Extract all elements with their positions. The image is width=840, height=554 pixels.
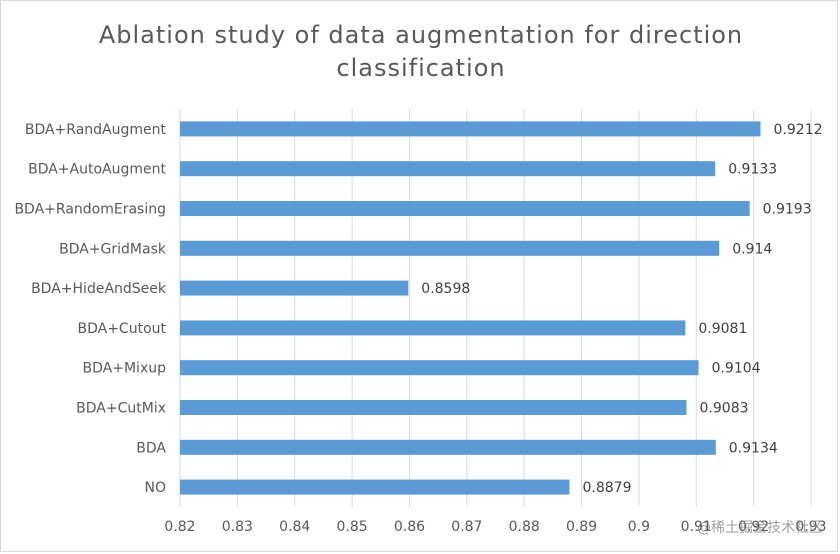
data-label: 0.9212 bbox=[774, 122, 823, 138]
data-label: 0.9083 bbox=[700, 401, 749, 417]
bar bbox=[180, 121, 761, 137]
data-label: 0.9134 bbox=[729, 440, 778, 456]
bar bbox=[180, 240, 720, 256]
bar bbox=[180, 280, 409, 296]
category-label: BDA+AutoAugment bbox=[28, 162, 166, 178]
bar bbox=[180, 439, 716, 455]
category-labels: BDA+RandAugment BDA+AutoAugment BDA+Random… bbox=[14, 122, 166, 496]
x-tick-label: 0.88 bbox=[509, 519, 540, 535]
chart-title: Ablation study of data augmentation for … bbox=[99, 21, 743, 82]
data-label: 0.9081 bbox=[698, 321, 747, 337]
x-tick-label: 0.86 bbox=[394, 519, 425, 535]
data-labels: 0.9212 0.9133 0.9193 0.914 0.8598 0.9081 0.910… bbox=[421, 122, 822, 496]
category-label: BDA+GridMask bbox=[59, 241, 167, 257]
category-label: BDA+Cutout bbox=[77, 321, 166, 337]
chart-title-line-1: Ablation study of data augmentation for … bbox=[99, 21, 743, 49]
data-label: 0.8879 bbox=[582, 480, 631, 496]
category-label: BDA+RandomErasing bbox=[14, 202, 166, 218]
data-label: 0.9104 bbox=[712, 361, 761, 377]
bar bbox=[180, 161, 716, 177]
x-tick-label: 0.84 bbox=[279, 519, 310, 535]
category-label: BDA+Mixup bbox=[83, 361, 167, 377]
category-label: BDA+CutMix bbox=[76, 401, 166, 417]
category-label: BDA+RandAugment bbox=[25, 122, 167, 138]
x-tick-label: 0.92 bbox=[738, 519, 769, 535]
bars bbox=[180, 121, 761, 495]
bar bbox=[180, 201, 750, 216]
category-label: BDA+HideAndSeek bbox=[31, 281, 167, 297]
x-tick-label: 0.83 bbox=[222, 519, 253, 535]
x-tick-label: 0.82 bbox=[164, 519, 195, 535]
x-tick-label: 0.9 bbox=[628, 519, 650, 535]
category-label: BDA bbox=[136, 440, 166, 456]
bar bbox=[180, 360, 699, 376]
bar bbox=[180, 400, 687, 415]
watermark-text: @稀土掘金技术社区 bbox=[697, 520, 823, 536]
bar bbox=[180, 320, 686, 336]
x-tick-label: 0.91 bbox=[681, 519, 712, 535]
category-label: NO bbox=[145, 480, 167, 496]
bar bbox=[180, 479, 570, 495]
data-label: 0.914 bbox=[732, 241, 772, 257]
x-tick-label: 0.87 bbox=[451, 519, 482, 535]
data-label: 0.8598 bbox=[421, 281, 470, 297]
chart-title-line-2: classification bbox=[336, 54, 505, 82]
x-tick-label: 0.85 bbox=[337, 519, 368, 535]
x-tick-label: 0.93 bbox=[795, 519, 826, 535]
data-label: 0.9193 bbox=[763, 202, 812, 218]
x-tick-label: 0.89 bbox=[566, 519, 597, 535]
data-label: 0.9133 bbox=[728, 162, 777, 178]
x-axis-tick-labels: 0.82 0.83 0.84 0.85 0.86 0.87 0.88 0.89 0.9 0.91 0… bbox=[164, 519, 826, 535]
